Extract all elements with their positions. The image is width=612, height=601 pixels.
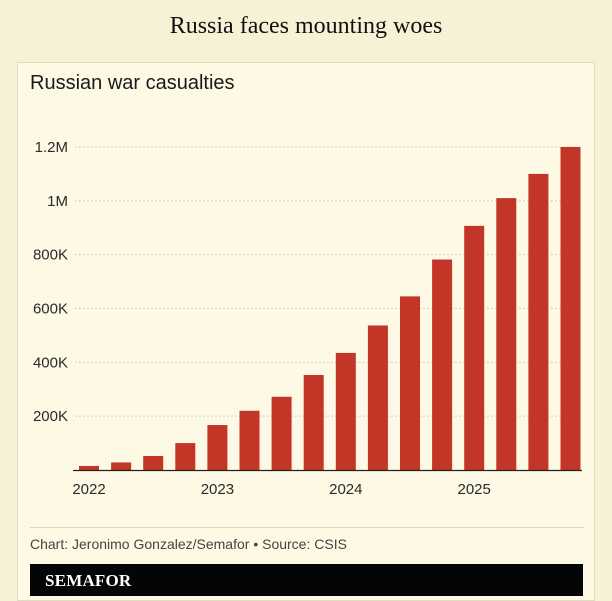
bar: [271, 396, 292, 470]
bar: [496, 198, 517, 470]
chart-credit: Chart: Jeronimo Gonzalez/Semafor • Sourc…: [30, 536, 347, 552]
x-tick-label: 2025: [458, 481, 491, 498]
y-tick-label: 600K: [33, 301, 68, 318]
y-tick-label: 800K: [33, 247, 68, 264]
semafor-logo: SEMAFOR: [45, 571, 132, 590]
x-tick-label: 2023: [201, 481, 234, 498]
bar: [79, 465, 99, 470]
y-tick-label: 400K: [33, 354, 68, 371]
bar: [367, 325, 388, 470]
headline: Russia faces mounting woes: [169, 13, 443, 39]
y-tick-label: 1M: [47, 193, 68, 210]
bar: [400, 296, 420, 470]
bar: [528, 173, 549, 470]
x-tick-label: 2024: [329, 481, 362, 498]
y-tick-label: 1.2M: [35, 139, 68, 156]
bar: [335, 352, 356, 470]
brand-bar: SEMAFOR: [30, 564, 583, 596]
bar: [303, 374, 324, 470]
chart-title: Russian war casualties: [30, 72, 235, 94]
footer-divider: [30, 527, 584, 528]
bar: [239, 410, 260, 470]
bar: [560, 147, 581, 470]
bar: [143, 456, 164, 470]
bar: [207, 425, 228, 470]
bar: [175, 443, 196, 470]
bar-chart: 200K 400K 600K 800K 1M 1.2M 2022 2023 2024 2025: [33, 139, 582, 498]
y-tick-label: 200K: [33, 408, 68, 425]
bar: [111, 462, 132, 470]
chart-card: Russian war casualties 200K 400K 600K 800K 1…: [17, 62, 595, 601]
bar: [432, 259, 453, 470]
bar: [464, 225, 485, 470]
x-tick-label: 2022: [72, 481, 105, 498]
